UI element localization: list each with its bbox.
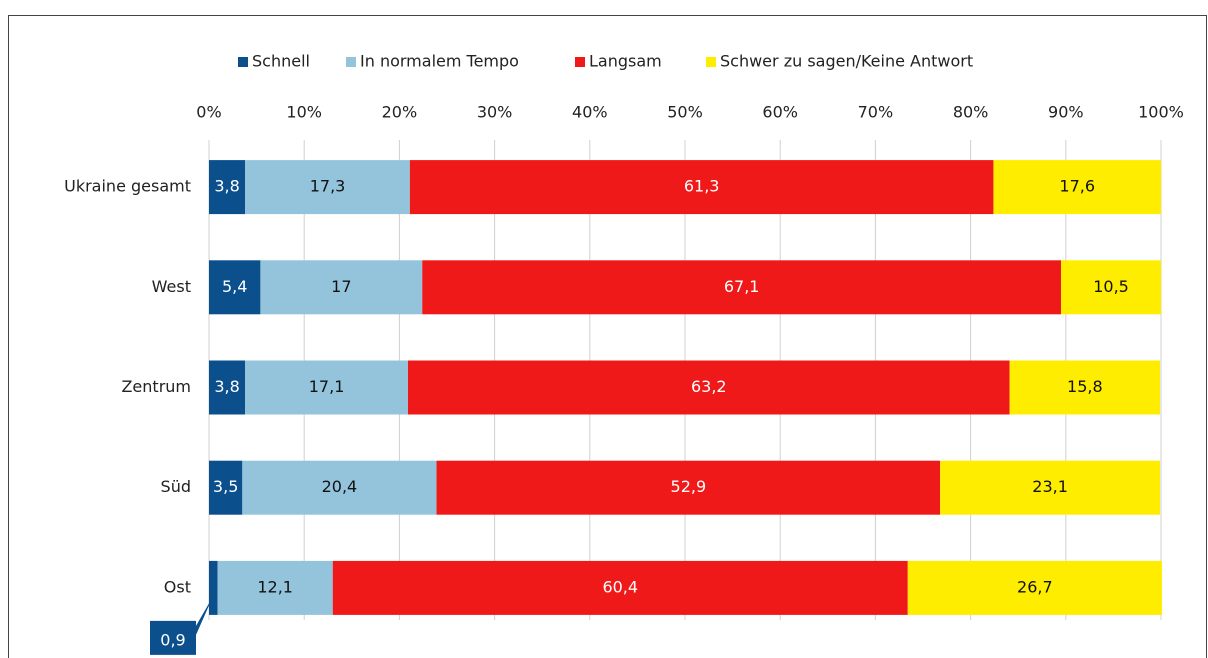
x-tick-label: 50% — [667, 103, 703, 122]
data-label: 20,4 — [322, 477, 358, 496]
legend-label: Schwer zu sagen/Keine Antwort — [720, 52, 973, 71]
data-label: 26,7 — [1017, 577, 1053, 596]
legend-label: Schnell — [252, 52, 310, 71]
bar-segment — [436, 460, 941, 515]
bar-segment — [1061, 260, 1161, 315]
y-tick-label: Ost — [164, 577, 191, 596]
data-label: 15,8 — [1067, 377, 1103, 396]
bar-segment — [209, 360, 246, 415]
bar-segment — [332, 560, 908, 615]
bar-segment — [422, 260, 1062, 315]
x-tick-label: 80% — [953, 103, 989, 122]
y-tick-label: West — [152, 277, 191, 296]
data-label: 10,5 — [1093, 277, 1129, 296]
data-label: 17 — [331, 277, 351, 296]
x-tick-label: 60% — [762, 103, 798, 122]
data-label: 52,9 — [671, 477, 707, 496]
data-label: 61,3 — [684, 177, 720, 196]
bar-segment — [245, 160, 410, 215]
legend-swatch — [346, 57, 356, 67]
data-label: 67,1 — [724, 277, 760, 296]
data-label: 0,9 — [160, 630, 185, 649]
data-label: 12,1 — [257, 577, 293, 596]
data-label: 63,2 — [691, 377, 727, 396]
callout — [150, 595, 214, 655]
y-tick-label: Süd — [161, 477, 191, 496]
bar-segment — [260, 260, 423, 315]
data-label: 60,4 — [602, 577, 638, 596]
bar-segment — [407, 360, 1010, 415]
data-label: 5,4 — [222, 277, 247, 296]
bar-segment — [209, 560, 218, 615]
data-label: 3,8 — [214, 377, 239, 396]
bar-segment — [409, 160, 994, 215]
legend-swatch — [575, 57, 585, 67]
data-label: 3,5 — [213, 477, 238, 496]
x-tick-label: 90% — [1048, 103, 1084, 122]
bar-segment — [217, 560, 333, 615]
bar-segment — [1009, 360, 1161, 415]
bar-segment — [209, 460, 243, 515]
legend-label: Langsam — [589, 52, 662, 71]
x-tick-label: 70% — [858, 103, 894, 122]
x-tick-label: 20% — [382, 103, 418, 122]
data-label: 17,6 — [1059, 177, 1095, 196]
bar-segment — [907, 560, 1162, 615]
bar-segment — [993, 160, 1161, 215]
bar-segment — [940, 460, 1161, 515]
bar-segment — [209, 160, 246, 215]
y-tick-label: Ukraine gesamt — [64, 177, 191, 196]
bar-segment — [209, 260, 261, 315]
data-label: 3,8 — [214, 177, 239, 196]
data-label: 23,1 — [1032, 477, 1068, 496]
legend-swatch — [238, 57, 248, 67]
x-tick-label: 30% — [477, 103, 513, 122]
bar-segment — [245, 360, 408, 415]
legend-label: In normalem Tempo — [360, 52, 519, 71]
y-tick-label: Zentrum — [121, 377, 191, 396]
frame — [8, 15, 1207, 658]
data-label: 17,1 — [309, 377, 345, 396]
x-tick-label: 0% — [196, 103, 221, 122]
legend-swatch — [706, 57, 716, 67]
x-tick-label: 40% — [572, 103, 608, 122]
data-label: 17,3 — [310, 177, 346, 196]
bar-segment — [242, 460, 437, 515]
x-tick-label: 100% — [1138, 103, 1184, 122]
x-tick-label: 10% — [286, 103, 322, 122]
